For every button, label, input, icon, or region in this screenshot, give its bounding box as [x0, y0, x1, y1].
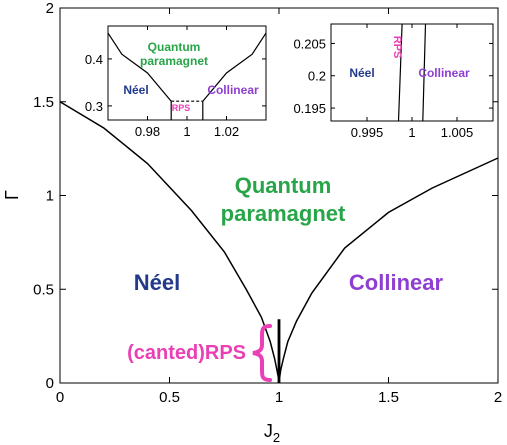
- x-axis-label: J2: [264, 421, 280, 445]
- main-boundary-line-0: [59, 101, 280, 378]
- main-y-tick-label: 2: [46, 0, 54, 17]
- label-quantum-paramagnet-line2: paramagnet: [221, 201, 346, 226]
- main-x-tick-label: 0: [56, 389, 64, 406]
- inset-right-lines: [397, 23, 427, 122]
- main-y-tick-label: 1: [46, 188, 54, 205]
- label-neel: Néel: [134, 270, 180, 295]
- inset-left-x-tick-label: 1.02: [214, 124, 239, 139]
- inset-left-label-quantum-line2: paramagnet: [140, 54, 208, 68]
- label-collinear: Collinear: [349, 270, 444, 295]
- inset-left-x-tick-label: 0.98: [135, 124, 160, 139]
- inset-left-label-neel: Néel: [123, 83, 148, 97]
- inset-right-x-tick-label: 1.005: [441, 125, 474, 140]
- x-axis-label-main: J: [264, 421, 273, 441]
- inset-right-x-tick-label: 0.995: [351, 125, 384, 140]
- inset-right-label-neel: Néel: [349, 66, 374, 80]
- inset-right-label-rps: RPS: [391, 36, 403, 59]
- inset-right-boundary-line-1: [422, 23, 427, 122]
- inset-left-boundary-line-0: [107, 32, 172, 102]
- inset-left-lines: [107, 32, 267, 120]
- main-y-tick-label: 0.5: [33, 281, 54, 298]
- main-x-tick-label: 0.5: [159, 389, 180, 406]
- label-quantum-paramagnet-line1: Quantum: [235, 173, 332, 198]
- inset-left-x-tick-label: 1: [183, 124, 190, 139]
- inset-left-y-tick-label: 0.3: [85, 99, 103, 114]
- inset-right-frame: [330, 23, 494, 122]
- inset-left-ticks: 0.98 1 1.02 0.3 0.4: [85, 26, 266, 139]
- inset-left-label-rps: RPS: [172, 103, 191, 113]
- x-axis-label-subscript: 2: [273, 430, 280, 445]
- main-lines: [59, 101, 499, 383]
- rps-curly-brace: [252, 324, 272, 382]
- inset-left-label-quantum-line1: Quantum: [148, 40, 201, 54]
- inset-right-y-tick-label: 0.205: [293, 36, 326, 51]
- inset-right-boundary-line-0: [397, 23, 403, 122]
- inset-right-x-tick-label: 1: [408, 125, 415, 140]
- inset-left-y-tick-label: 0.4: [85, 52, 103, 67]
- inset-left: 0.98 1 1.020.30.4 Quantum paramagnet Néel …: [85, 25, 267, 139]
- main-x-tick-label: 2: [494, 389, 502, 406]
- label-canted-rps: (canted)RPS: [127, 342, 246, 364]
- inset-right-y-tick-label: 0.2: [308, 69, 326, 84]
- main-ticks: 0 0.5 1 1.5 2 0 0.5 1 1.5 2: [33, 0, 502, 406]
- main-x-tick-label: 1.5: [378, 389, 399, 406]
- main-y-tick-label: 1.5: [33, 94, 54, 111]
- inset-right-ticks: 0.995 1 1.005 0.195 0.2 0.205: [293, 24, 493, 140]
- main-y-tick-label: 0: [46, 375, 54, 392]
- inset-right-y-tick-label: 0.195: [293, 101, 326, 116]
- main-x-tick-label: 1: [275, 389, 283, 406]
- y-axis-label: Γ: [2, 190, 22, 200]
- inset-right-label-collinear: Collinear: [418, 66, 470, 80]
- inset-left-boundary-line-1: [202, 32, 267, 102]
- inset-left-label-collinear: Collinear: [207, 83, 259, 97]
- inset-left-frame: [107, 25, 267, 121]
- main-boundary-line-1: [278, 157, 499, 378]
